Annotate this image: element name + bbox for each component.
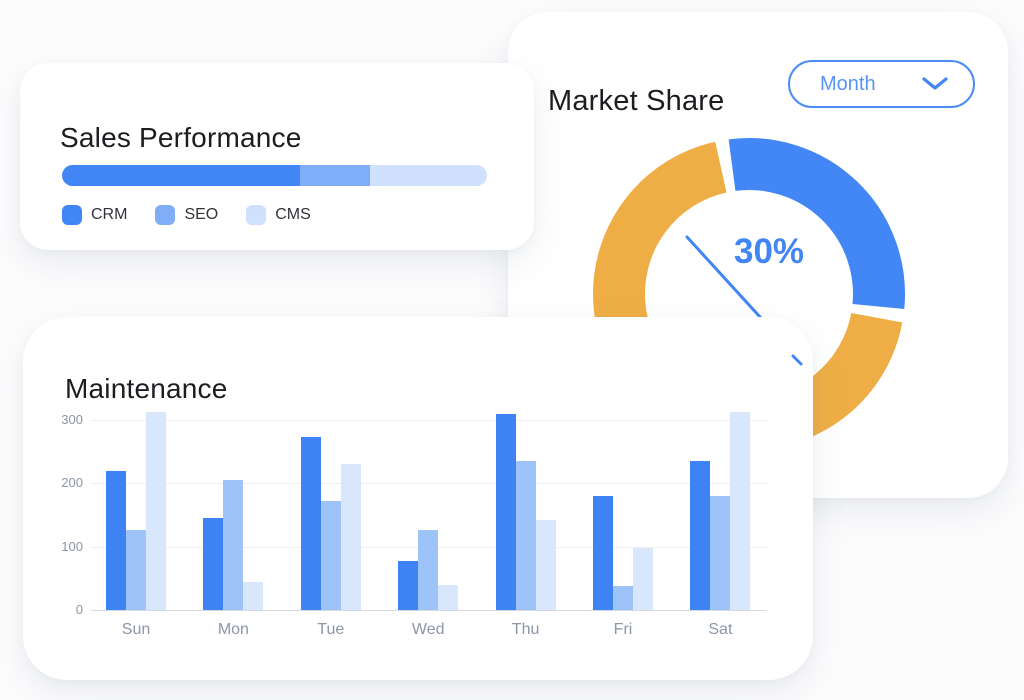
bar-mon-series-3: [243, 582, 264, 610]
grid-line-200: [91, 483, 767, 485]
legend-item-seo: SEO: [155, 205, 218, 225]
legend-swatch: [155, 205, 176, 225]
chevron-down-icon: [922, 77, 948, 90]
legend-label: CMS: [275, 206, 311, 223]
x-axis-label-wed: Wed: [411, 621, 445, 638]
y-axis-tick-label: 200: [61, 475, 83, 491]
sales-performance-card: Sales Performance CRM SEO CMS: [20, 63, 534, 250]
bar-thu-series-3: [535, 520, 556, 610]
bar-sat-series-2: [710, 496, 731, 610]
sales-stacked-progress-bar: [62, 165, 487, 186]
maintenance-bar-chart: 0 100 200 300 Sun Mon Tue Wed Thu Fri Sat: [23, 317, 813, 680]
bar-sun-series-3: [146, 411, 166, 610]
bar-fri-series-3: [633, 547, 653, 610]
grid-line-0: [91, 610, 767, 611]
bar-sat-series-1: [690, 461, 711, 610]
legend-item-cms: CMS: [246, 205, 311, 225]
y-axis-tick-label: 300: [61, 412, 83, 427]
donut-segment-share: [728, 138, 905, 309]
bar-fri-series-1: [593, 496, 613, 610]
legend-label: CRM: [91, 206, 128, 223]
grid-line-300: [91, 420, 767, 421]
y-axis-tick-label: 100: [61, 538, 83, 554]
legend-swatch: [62, 205, 82, 225]
progress-segment-crm: [62, 165, 300, 186]
maintenance-title: Maintenance: [65, 373, 228, 405]
bar-wed-series-1: [398, 561, 419, 610]
bar-wed-series-2: [418, 529, 439, 610]
x-axis-label-tue: Tue: [317, 621, 345, 638]
month-dropdown[interactable]: Month: [788, 60, 975, 108]
legend-item-crm: CRM: [62, 205, 127, 225]
bar-fri-series-2: [613, 585, 633, 610]
donut-value-label: 30%: [734, 232, 805, 271]
bar-wed-series-3: [438, 585, 459, 610]
maintenance-card: Maintenance 0 100 200 300 Sun Mon Tue Wed Thu Fri…: [23, 317, 813, 680]
legend-swatch: [246, 205, 267, 225]
bar-sun-series-2: [126, 529, 146, 610]
bar-thu-series-2: [515, 461, 536, 610]
x-axis-label-thu: Thu: [511, 621, 540, 638]
donut-pointer-line-tip: [791, 354, 803, 366]
x-axis-label-fri: Fri: [613, 621, 633, 638]
bar-mon-series-2: [223, 479, 244, 610]
legend-label: SEO: [184, 206, 219, 223]
bar-tue-series-2: [320, 501, 341, 610]
bar-sun-series-1: [106, 470, 126, 610]
bar-thu-series-1: [495, 414, 516, 610]
bar-mon-series-1: [203, 517, 224, 610]
progress-segment-seo: [300, 165, 371, 186]
bar-tue-series-3: [340, 464, 361, 610]
sales-legend: CRM SEO CMS: [62, 205, 311, 225]
bar-sat-series-3: [730, 411, 751, 610]
sales-performance-title: Sales Performance: [60, 122, 302, 154]
y-axis-tick-label: 0: [75, 602, 83, 617]
month-dropdown-value: Month: [820, 72, 876, 95]
x-axis-label-sat: Sat: [708, 621, 733, 638]
x-axis-label-mon: Mon: [217, 621, 249, 638]
bar-tue-series-1: [300, 436, 321, 610]
progress-segment-cms: [370, 165, 487, 186]
market-share-title: Market Share: [548, 85, 725, 118]
x-axis-label-sun: Sun: [121, 621, 151, 638]
